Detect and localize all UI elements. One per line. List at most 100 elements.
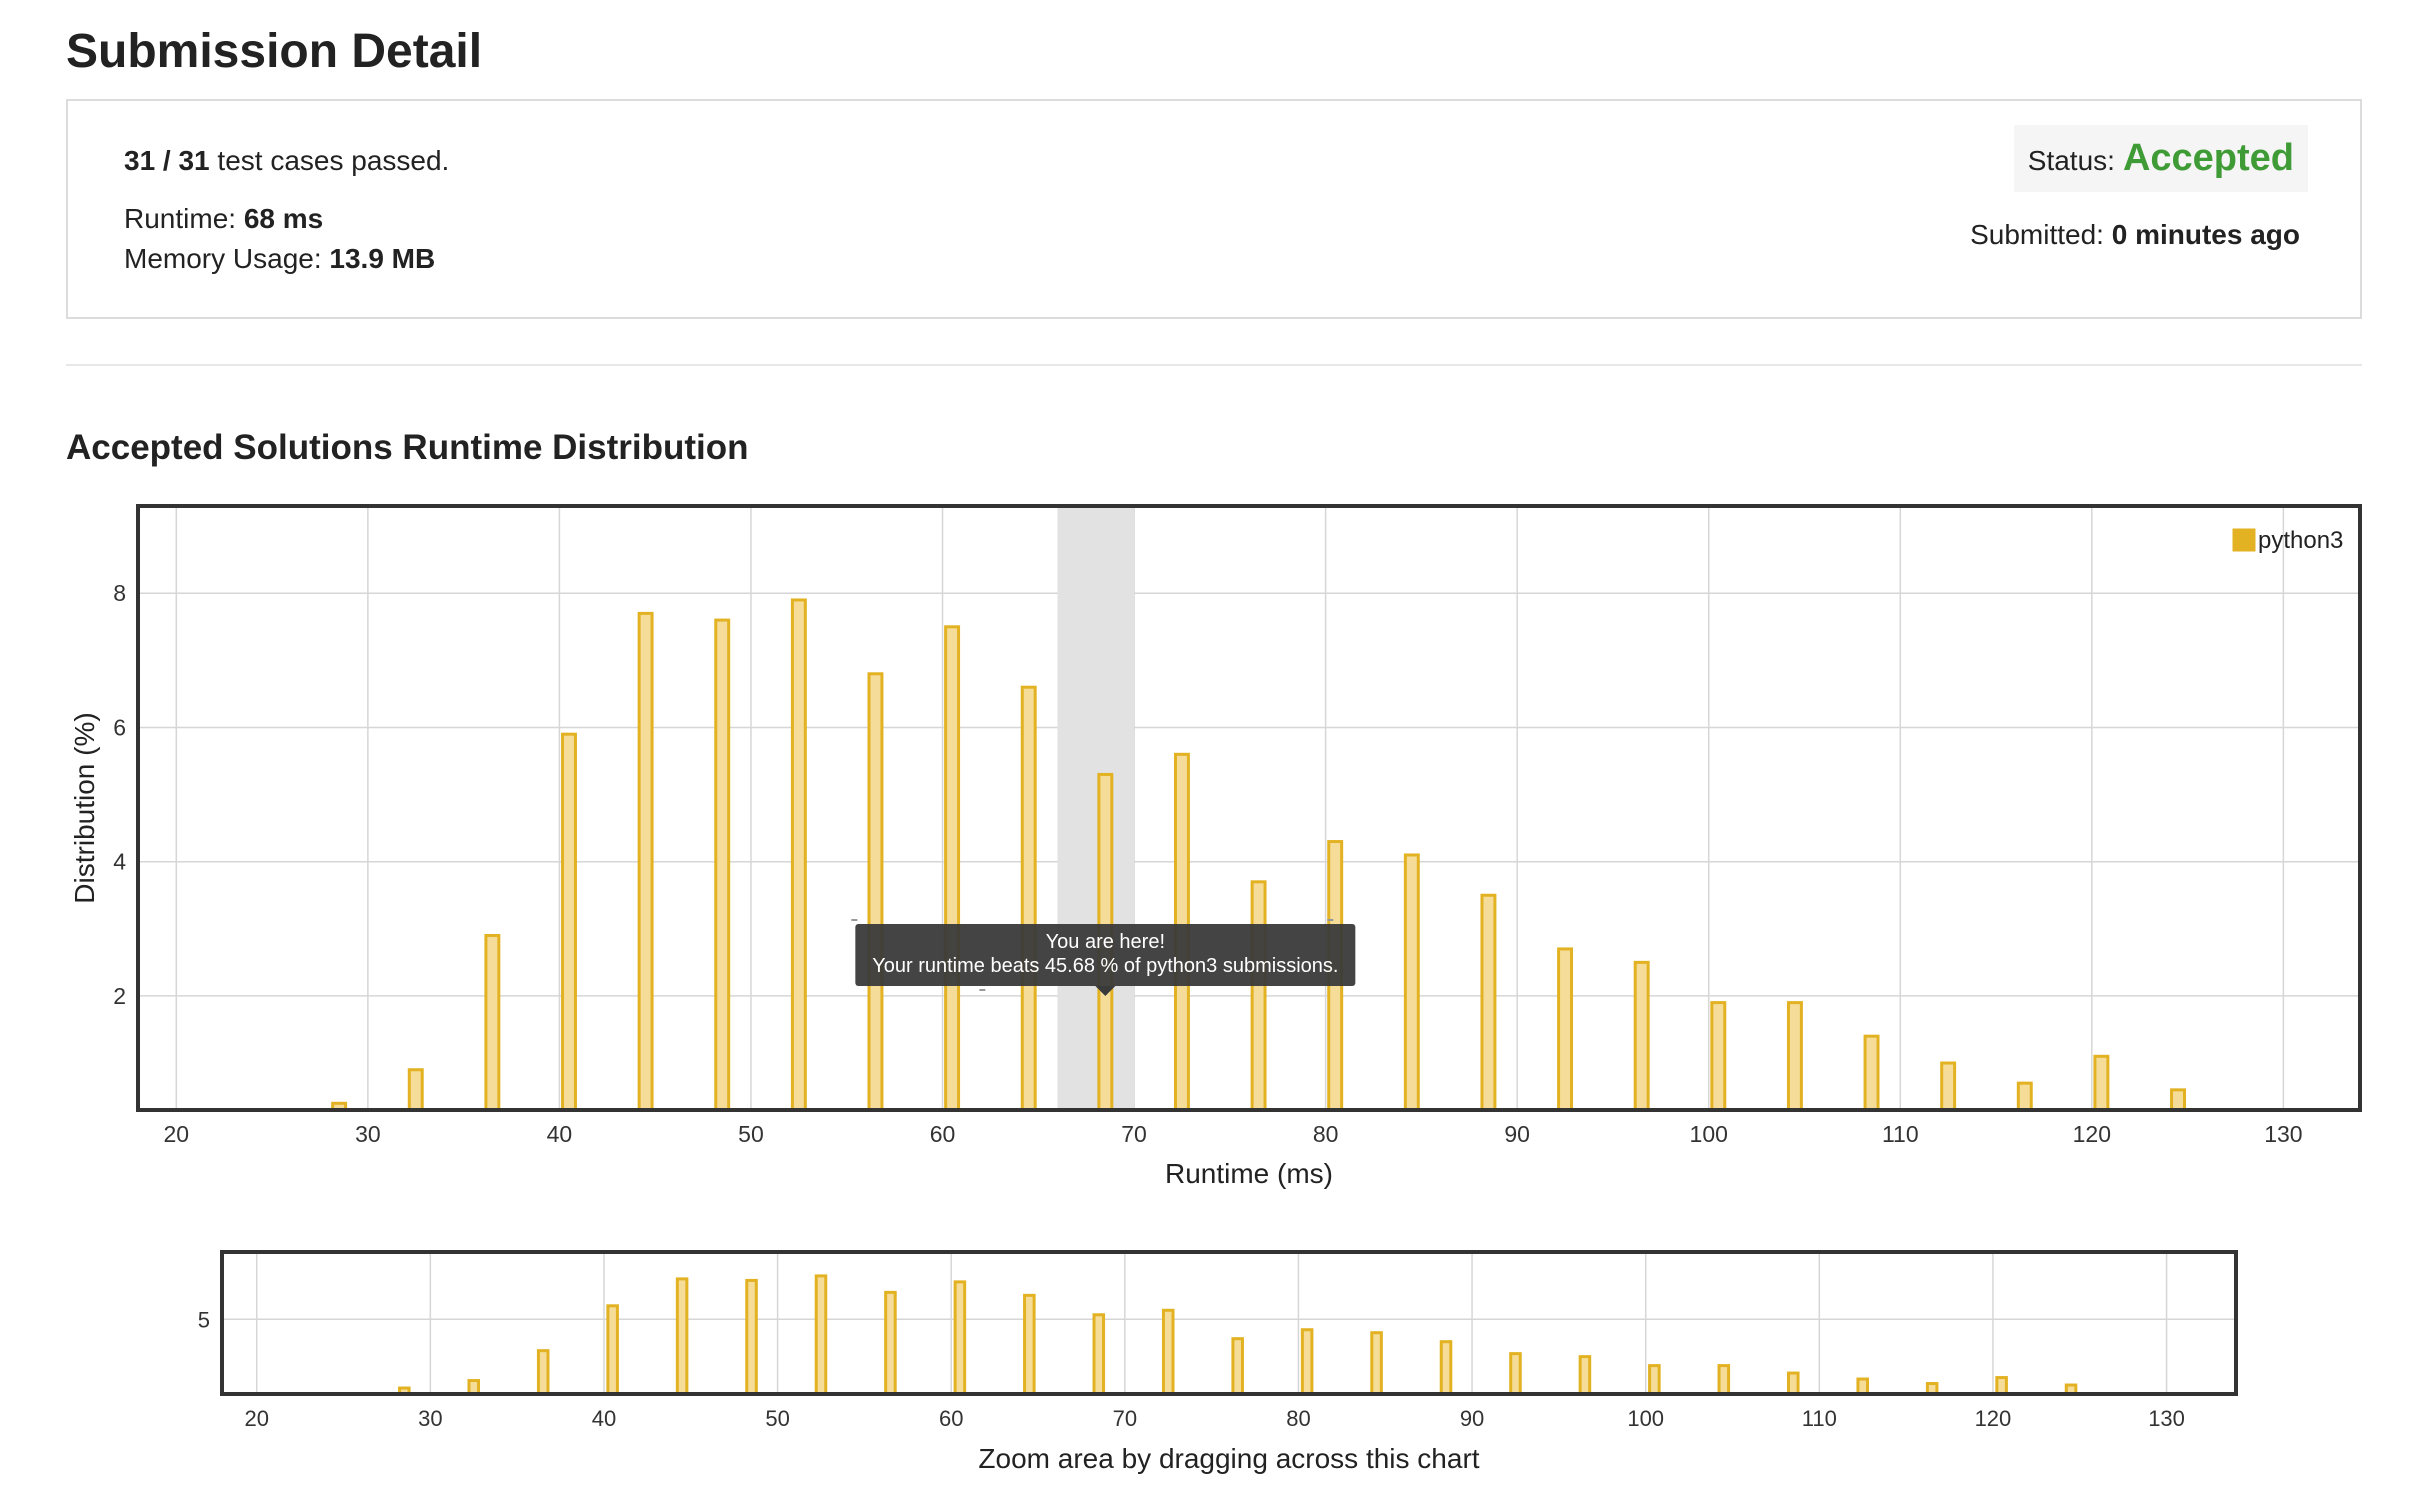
x-tick-label: 120 xyxy=(2073,1121,2111,1147)
runtime-bar[interactable] xyxy=(606,1304,619,1396)
runtime-bar[interactable] xyxy=(745,1278,758,1396)
runtime-bar[interactable] xyxy=(1509,1352,1522,1396)
status-value: Accepted xyxy=(2122,137,2294,179)
section-divider xyxy=(66,364,2362,366)
runtime-bar[interactable] xyxy=(1578,1355,1592,1396)
x-tick-label: 40 xyxy=(592,1406,616,1431)
runtime-bar[interactable] xyxy=(944,625,961,1112)
overview-bars xyxy=(398,1274,2078,1396)
runtime-bar[interactable] xyxy=(2016,1081,2033,1112)
runtime-bar[interactable] xyxy=(1020,685,1037,1112)
y-tick-label: 2 xyxy=(113,983,126,1009)
x-tick-label: 90 xyxy=(1460,1406,1484,1431)
x-tick-label: 70 xyxy=(1113,1406,1137,1431)
x-tick-label: 80 xyxy=(1286,1406,1310,1431)
x-tick-label: 70 xyxy=(1121,1121,1147,1147)
x-tick-label: 60 xyxy=(939,1406,963,1431)
x-tick-label: 100 xyxy=(1627,1406,1664,1431)
runtime-bar[interactable] xyxy=(1403,853,1420,1112)
runtime-bar[interactable] xyxy=(1633,960,1650,1112)
x-tick-label: 90 xyxy=(1504,1121,1530,1147)
runtime-bar[interactable] xyxy=(2170,1088,2186,1112)
runtime-bar[interactable] xyxy=(1439,1340,1453,1396)
x-tick-label: 40 xyxy=(547,1121,573,1147)
runtime-bar[interactable] xyxy=(867,672,884,1112)
y-tick-label: 4 xyxy=(113,849,126,875)
runtime-bar[interactable] xyxy=(536,1349,550,1396)
submitted-time: Submitted: 0 minutes ago xyxy=(1970,219,2300,251)
submitted-label: Submitted: xyxy=(1970,219,2112,250)
runtime-bar[interactable] xyxy=(637,611,654,1112)
runtime-bar[interactable] xyxy=(1300,1328,1314,1396)
runtime-bar[interactable] xyxy=(467,1379,481,1396)
runtime-bar[interactable] xyxy=(814,1274,828,1396)
test-cases-passed: 31 / 31 test cases passed. xyxy=(124,145,449,177)
x-tick-label: 80 xyxy=(1313,1121,1339,1147)
x-axis-label: Runtime (ms) xyxy=(1165,1158,1333,1189)
runtime-bar[interactable] xyxy=(1161,1308,1175,1396)
runtime-bar[interactable] xyxy=(1557,947,1574,1112)
memory-value: 13.9 MB xyxy=(329,243,436,274)
runtime-bar[interactable] xyxy=(1786,1371,1800,1396)
chart-legend[interactable]: python3 xyxy=(2232,527,2343,554)
passed-suffix: test cases passed. xyxy=(209,145,450,176)
legend-label-python3: python3 xyxy=(2258,527,2343,554)
passed-count: 31 / 31 xyxy=(124,145,210,176)
x-tick-label: 20 xyxy=(244,1406,268,1431)
x-tick-label: 130 xyxy=(2264,1121,2302,1147)
overview-zoom-chart[interactable]: 20 30 40 50 60 70 80 90 100 110 120 130 5 Zoom area … xyxy=(0,1230,2428,1498)
submission-summary-panel: 31 / 31 test cases passed. Runtime: 68 m… xyxy=(66,99,2362,319)
runtime-bar[interactable] xyxy=(407,1068,424,1112)
runtime-bar[interactable] xyxy=(1480,893,1497,1112)
runtime-bar[interactable] xyxy=(484,934,501,1112)
runtime-bar[interactable] xyxy=(1370,1331,1383,1396)
runtime-bar[interactable] xyxy=(1092,1313,1106,1396)
tooltip-box xyxy=(855,924,1356,986)
overview-frame xyxy=(220,1250,2238,1396)
x-tick-label: 30 xyxy=(418,1406,442,1431)
runtime-bar[interactable] xyxy=(1648,1364,1661,1396)
runtime-tooltip: You are here! Your runtime beats 45.68 %… xyxy=(850,919,1361,996)
x-tick-label: 100 xyxy=(1690,1121,1728,1147)
runtime-bar[interactable] xyxy=(1995,1376,2008,1396)
runtime-bar[interactable] xyxy=(1717,1364,1731,1396)
tooltip-arrow xyxy=(1095,986,1116,996)
status-label: Status: xyxy=(2027,145,2115,176)
overview-ticks: 20 30 40 50 60 70 80 90 100 110 120 130 5 xyxy=(198,1307,2185,1431)
legend-swatch-python3 xyxy=(2232,528,2256,552)
runtime-line: Runtime: 68 ms xyxy=(124,203,323,235)
x-tick-label: 110 xyxy=(1802,1406,1837,1431)
tooltip-line2: Your runtime beats 45.68 % of python3 su… xyxy=(872,955,1338,977)
tooltip-line1: You are here! xyxy=(1046,931,1165,953)
status-badge: Status: Accepted xyxy=(2013,125,2308,192)
runtime-bar[interactable] xyxy=(675,1277,689,1396)
runtime-bar[interactable] xyxy=(953,1280,967,1396)
x-tick-label: 50 xyxy=(738,1121,764,1147)
runtime-bar[interactable] xyxy=(561,732,577,1112)
runtime-value: 68 ms xyxy=(243,203,324,234)
memory-line: Memory Usage: 13.9 MB xyxy=(124,243,435,275)
overview-grid xyxy=(222,1252,2236,1394)
chart-grid xyxy=(138,506,2360,1110)
submitted-value: 0 minutes ago xyxy=(2111,219,2300,250)
chart-frame xyxy=(136,504,2362,1112)
runtime-bar[interactable] xyxy=(714,618,731,1112)
page-title: Submission Detail xyxy=(66,25,483,78)
runtime-bar[interactable] xyxy=(1231,1337,1244,1396)
x-tick-label: 30 xyxy=(355,1121,381,1147)
runtime-bar[interactable] xyxy=(1710,1001,1727,1112)
runtime-bar[interactable] xyxy=(1250,880,1267,1112)
y-axis-label: Distribution (%) xyxy=(69,712,100,903)
runtime-bar[interactable] xyxy=(884,1290,897,1396)
runtime-bar[interactable] xyxy=(1863,1034,1880,1112)
y-tick-label: 6 xyxy=(113,714,126,740)
runtime-bar[interactable] xyxy=(1940,1061,1957,1112)
x-tick-label: 130 xyxy=(2148,1406,2185,1431)
runtime-bar[interactable] xyxy=(1786,1001,1803,1112)
runtime-distribution-chart[interactable]: 20 30 40 50 60 70 80 90 100 110 120 130 2 4 6 8 Runtime… xyxy=(0,490,2428,1210)
runtime-bar[interactable] xyxy=(2093,1054,2110,1112)
your-runtime-highlight xyxy=(1057,506,1135,1110)
runtime-bar[interactable] xyxy=(1023,1293,1036,1396)
runtime-bar[interactable] xyxy=(790,598,807,1112)
runtime-bar[interactable] xyxy=(1856,1377,1869,1396)
